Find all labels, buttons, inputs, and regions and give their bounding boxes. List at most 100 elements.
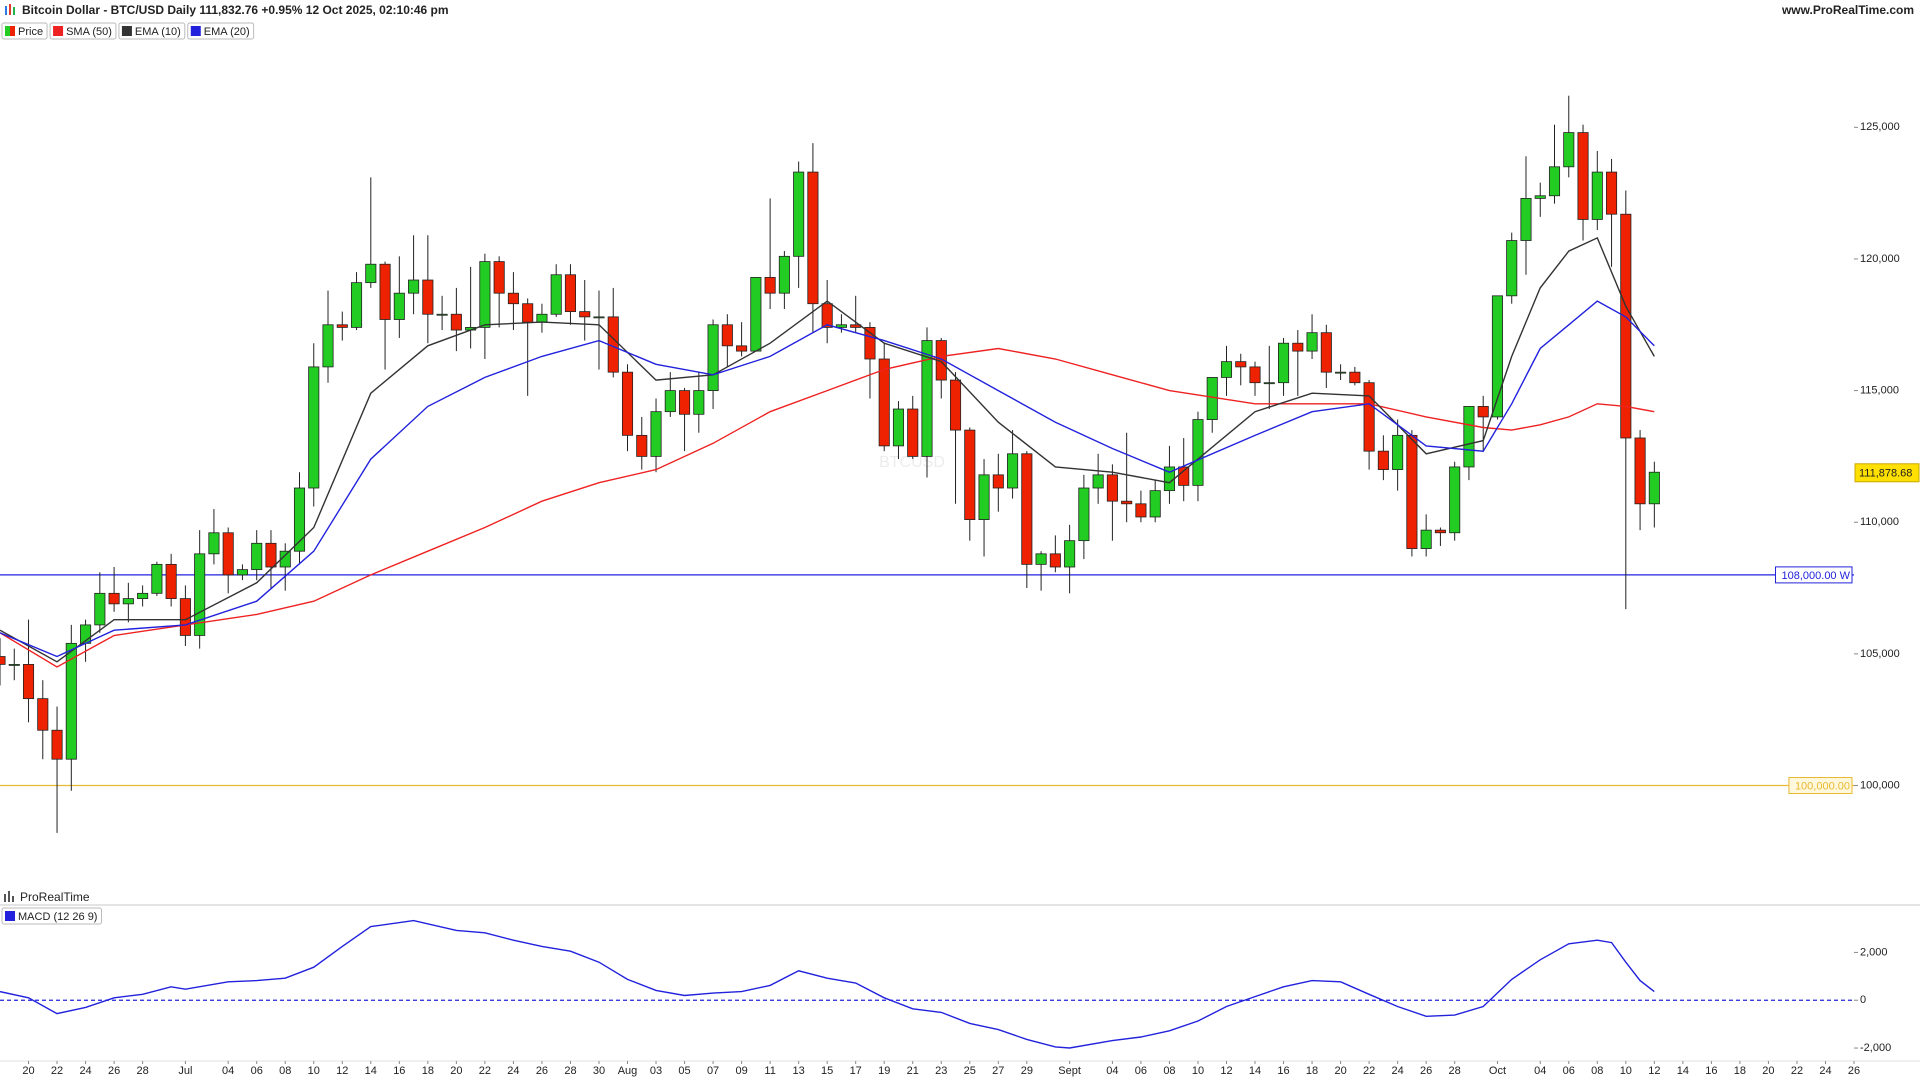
candle-body: [1548, 166, 1561, 197]
y-tick-label: 2,000: [1860, 946, 1888, 958]
candle-body: [1534, 195, 1546, 199]
x-tick-label: 04: [1106, 1065, 1118, 1077]
candle-body: [1648, 471, 1660, 505]
x-tick-label: 20: [1334, 1065, 1346, 1077]
candle-body: [650, 411, 662, 457]
legend-swatch: [121, 26, 132, 36]
candle-body: [1434, 529, 1446, 534]
x-tick-label: 26: [536, 1065, 548, 1077]
candle-body: [1449, 466, 1461, 534]
header-site[interactable]: www.ProRealTime.com: [1781, 3, 1914, 17]
candle-body: [393, 292, 405, 320]
x-tick-label: 06: [1563, 1065, 1575, 1077]
candle-body: [1278, 342, 1290, 384]
candle-body: [1306, 332, 1318, 352]
candle-body: [793, 171, 805, 257]
candle-body: [964, 429, 976, 521]
candle-body: [1363, 382, 1375, 452]
level-label: 108,000.00 W: [1782, 570, 1851, 582]
candle-body: [1178, 466, 1190, 486]
candle-body: [1420, 529, 1432, 549]
last-price-label: 111,878.68: [1859, 468, 1912, 480]
x-tick-label: 20: [22, 1065, 34, 1077]
x-tick-label: Jul: [178, 1065, 192, 1077]
candle-body: [365, 263, 377, 284]
candle-body: [322, 324, 334, 368]
candle-body: [1206, 377, 1218, 420]
candle-body: [536, 313, 548, 323]
candle-body: [1049, 553, 1061, 568]
candle-body: [1320, 332, 1332, 373]
x-tick-label: 24: [1819, 1065, 1831, 1077]
candle-body: [1335, 371, 1347, 374]
legend-swatch-part: [121, 26, 132, 36]
candle-body: [736, 345, 748, 352]
candle-body: [108, 592, 120, 605]
candle-body: [1463, 405, 1475, 468]
x-tick-label: 26: [1420, 1065, 1432, 1077]
candle-body: [1035, 553, 1047, 565]
x-tick-label: 06: [251, 1065, 263, 1077]
level-label-box: [1788, 777, 1853, 795]
x-tick-label: 18: [1306, 1065, 1318, 1077]
candle-body: [835, 324, 847, 328]
y-tick-label: 115,000: [1860, 385, 1899, 397]
candle-body: [1106, 474, 1118, 502]
x-tick-label: 26: [108, 1065, 120, 1077]
app-icon: [5, 4, 15, 15]
candle-body: [921, 340, 933, 457]
x-tick-label: 26: [1848, 1065, 1860, 1077]
last-price-box: [1854, 463, 1920, 483]
candle-body: [436, 313, 448, 316]
candle-body: [51, 729, 63, 760]
candle-body: [8, 664, 20, 666]
y-tick-label: -2,000: [1860, 1042, 1891, 1054]
candle-body: [1135, 503, 1147, 518]
x-tick-label: 28: [136, 1065, 148, 1077]
legend-swatch-part: [5, 26, 10, 36]
indicator-line: [0, 236, 1655, 663]
candle-body: [522, 303, 534, 323]
candle-body: [1220, 361, 1233, 378]
legend-label: MACD (12 26 9): [18, 911, 97, 923]
candle-body: [151, 563, 163, 594]
candle-body: [892, 408, 905, 447]
legend-swatch: [190, 26, 201, 36]
legend-swatch: [53, 26, 64, 36]
candle-body: [679, 390, 691, 415]
y-tick-label: 100,000: [1860, 779, 1900, 791]
level-label: 100,000.00: [1795, 780, 1850, 792]
candle-body: [1591, 171, 1603, 220]
x-tick-label: 18: [1734, 1065, 1746, 1077]
candle-body: [579, 311, 591, 318]
candle-body: [236, 569, 248, 576]
x-tick-label: 22: [1363, 1065, 1375, 1077]
x-tick-label: 13: [793, 1065, 805, 1077]
price-plot: BTCUSD: [0, 95, 1854, 833]
candle-body: [279, 550, 291, 568]
candle-body: [1477, 405, 1489, 418]
x-tick-label: 08: [1163, 1065, 1175, 1077]
x-tick-label: 12: [336, 1065, 348, 1077]
indicator-line: [0, 919, 1655, 1049]
x-tick-label: Oct: [1489, 1065, 1506, 1077]
legend-box: [49, 22, 117, 40]
x-tick-label: Sept: [1058, 1065, 1081, 1077]
candle-body: [907, 408, 919, 457]
x-tick-label: 07: [707, 1065, 719, 1077]
candle-body: [1292, 342, 1304, 352]
candle-body: [165, 563, 177, 599]
x-tick-label: 12: [1648, 1065, 1660, 1077]
x-tick-label: 03: [650, 1065, 662, 1077]
candle-body: [22, 664, 35, 700]
y-tick-label: 0: [1860, 994, 1866, 1006]
x-tick-label: 30: [593, 1065, 605, 1077]
x-tick-label: 23: [935, 1065, 947, 1077]
x-tick-label: 22: [1791, 1065, 1803, 1077]
x-tick-label: 19: [878, 1065, 890, 1077]
legend-swatch-part: [190, 26, 201, 36]
x-tick-label: 10: [1620, 1065, 1632, 1077]
candle-body: [878, 358, 890, 447]
candle-body: [778, 255, 790, 294]
